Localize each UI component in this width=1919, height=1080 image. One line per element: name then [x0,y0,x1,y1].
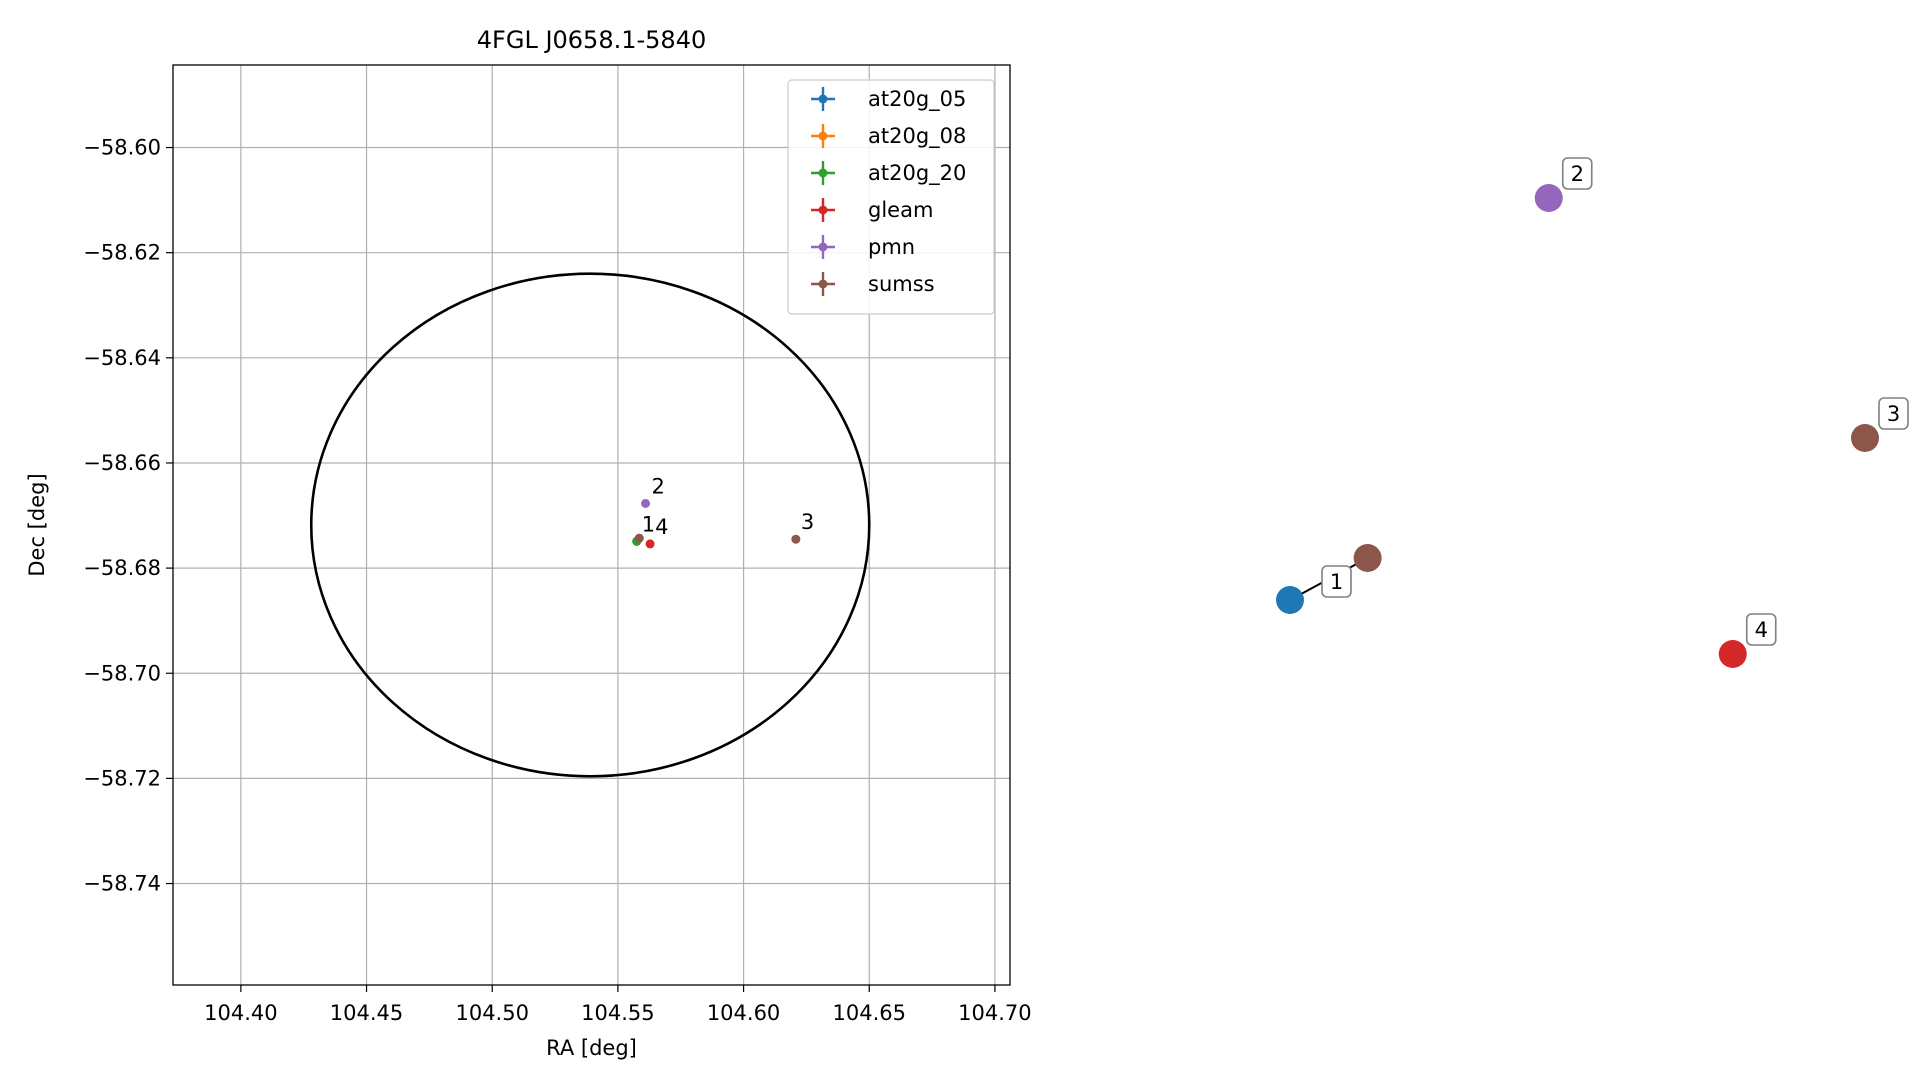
legend-marker-dot [818,131,828,141]
legend-label: at20g_05 [868,87,966,112]
x-tick-label: 104.40 [204,1001,277,1025]
x-tick-label: 104.65 [833,1001,906,1025]
diagram-node-pmn [1534,184,1563,212]
scatter-chart: 1 2 3 4 104.40 104.45 104.50 104.55 104.60 104.6… [25,26,1032,1060]
legend-marker-dot [818,94,828,104]
legend-marker-dot [818,242,828,252]
data-points [632,498,801,549]
diagram-label-box [1878,397,1909,430]
y-axis-ticks: −58.60 −58.62 −58.64 −58.66 −58.68 −58.70 −58.… [83,136,173,896]
gleam-point [645,539,655,549]
y-tick-label: −58.68 [83,556,161,580]
annotation-label: 2 [652,474,665,498]
diagram-node-gleam [1718,640,1747,668]
legend-marker-dot [818,168,828,178]
y-axis-label: Dec [deg] [25,473,49,576]
sumss-point [791,534,801,544]
y-tick-label: −58.60 [83,136,161,160]
annotation-label: 4 [655,515,668,539]
diagram-nodes [1276,184,1879,668]
pmn-point [641,498,651,508]
localization-ellipse [309,272,871,778]
diagram-label: 4 [1755,618,1768,642]
y-tick-label: −58.74 [83,872,161,896]
x-axis-ticks: 104.40 104.45 104.50 104.55 104.60 104.65 104.… [204,985,1032,1025]
legend-marker-dot [818,279,828,289]
annotation-label: 3 [801,510,814,534]
x-tick-label: 104.45 [330,1001,403,1025]
match-diagram: 1 2 3 4 [1276,157,1909,668]
sumss-point [634,533,644,543]
point-annotations: 1 2 3 4 [642,474,814,538]
x-axis-label: RA [deg] [546,1036,637,1060]
plot-frame [172,64,1011,986]
localization-ellipse-layer [309,272,871,778]
diagram-label-box [1745,613,1777,646]
diagram-node-sumss1 [1353,544,1382,572]
y-tick-label: −58.70 [83,661,161,685]
legend-box [787,79,995,315]
y-tick-label: −58.62 [83,241,161,265]
diagram-label: 1 [1330,570,1343,594]
diagram-label: 3 [1887,402,1900,426]
legend-label: at20g_08 [868,124,966,149]
diagram-label-box [1561,157,1593,190]
x-tick-label: 104.60 [707,1001,780,1025]
x-tick-label: 104.70 [958,1001,1031,1025]
legend-marker-dot [818,205,828,215]
x-tick-label: 104.55 [581,1001,654,1025]
diagram-node-at20g [1276,586,1304,614]
x-tick-label: 104.50 [455,1001,528,1025]
y-tick-label: −58.72 [83,766,161,790]
legend-label: sumss [868,272,935,296]
diagram-node-sumss3 [1851,424,1879,452]
legend-label: gleam [868,198,933,222]
legend-label: pmn [868,235,915,259]
y-tick-label: −58.64 [83,346,161,370]
diagram-label-box [1321,565,1352,598]
diagram-labels: 1 2 3 4 [1321,157,1909,646]
annotation-label: 1 [642,512,655,536]
y-tick-label: −58.66 [83,451,161,475]
legend-label: at20g_20 [868,161,966,186]
chart-title: 4FGL J0658.1-5840 [477,26,706,54]
diagram-label: 2 [1571,162,1584,186]
